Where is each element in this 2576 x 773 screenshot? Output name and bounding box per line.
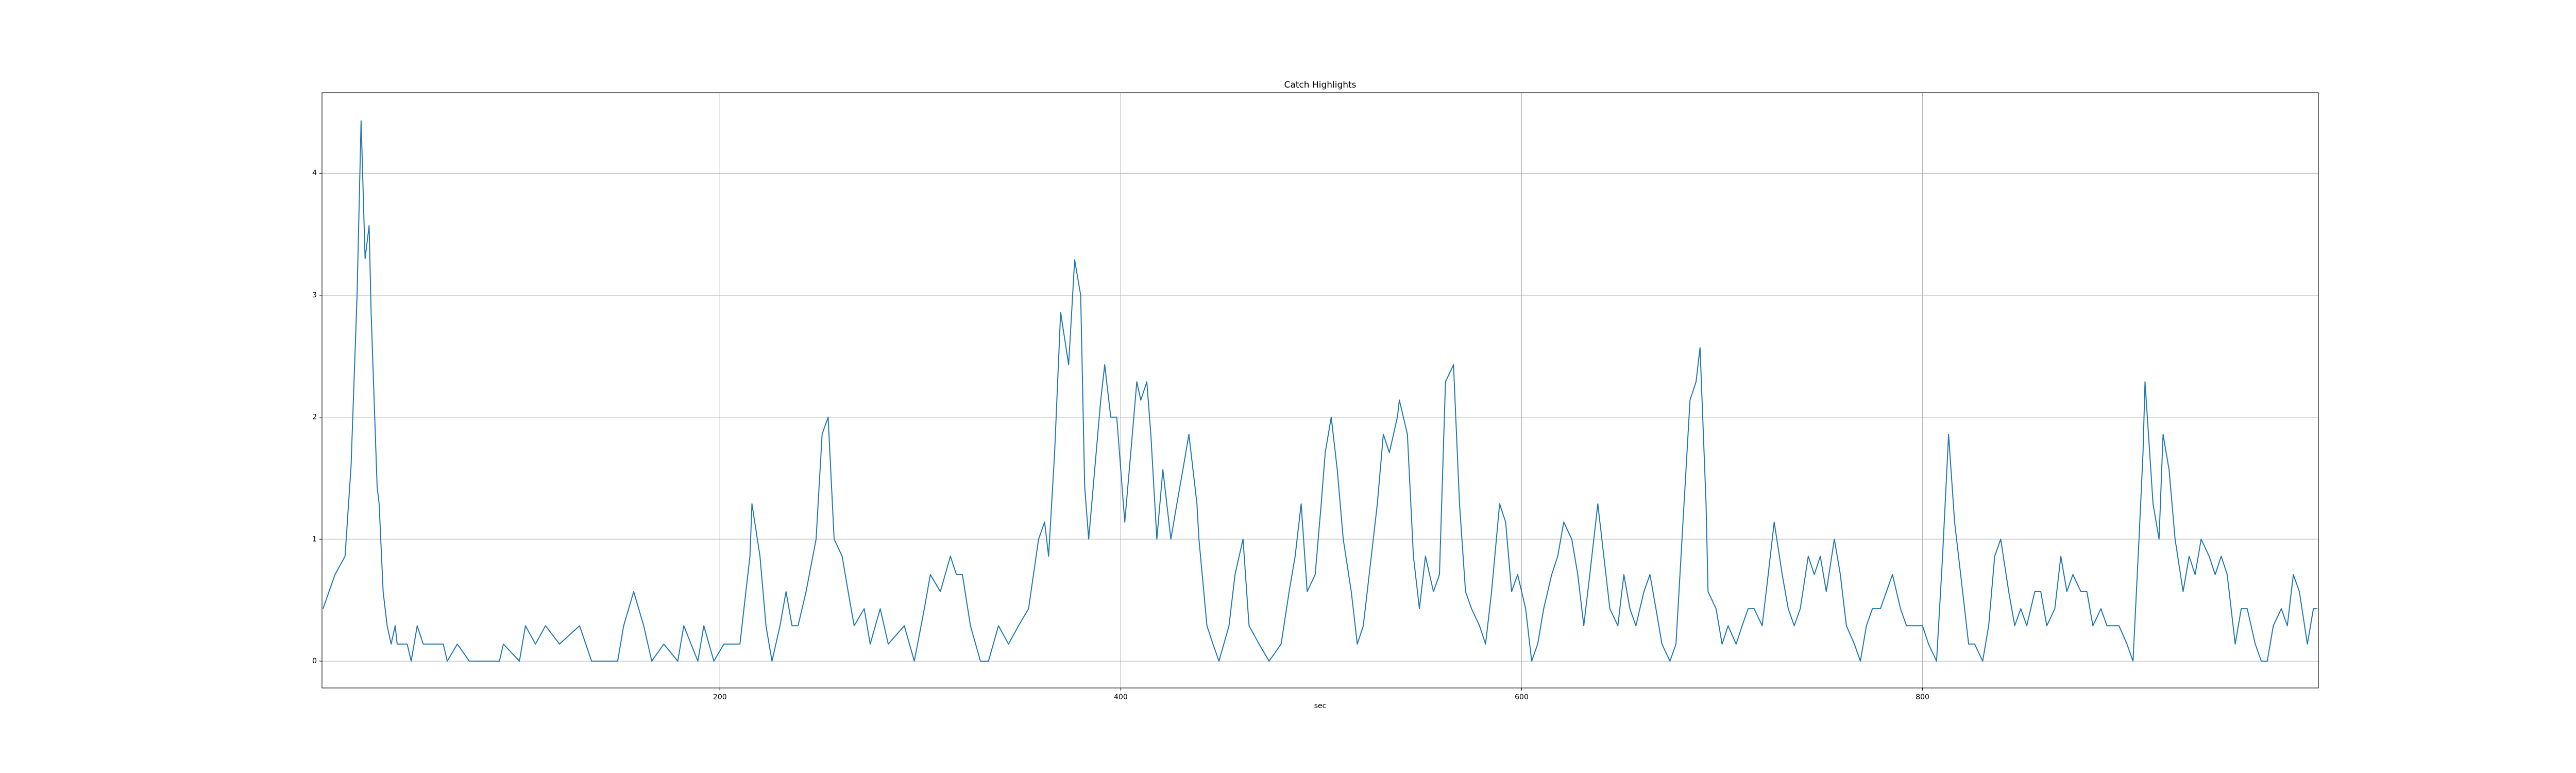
x-axis-label: sec — [1314, 702, 1327, 710]
chart-title: Catch Highlights — [1284, 80, 1356, 90]
y-tick-label: 0 — [312, 657, 317, 665]
plot-frame — [321, 92, 2319, 688]
x-tick-label: 800 — [1916, 693, 1929, 701]
y-tick-label: 2 — [312, 413, 317, 422]
y-tick-label: 1 — [312, 535, 317, 543]
data-line — [323, 120, 2318, 662]
x-tick-label: 600 — [1515, 693, 1529, 701]
x-tick-label: 200 — [713, 693, 727, 701]
y-tick-label: 3 — [312, 291, 317, 299]
y-tick-label: 4 — [312, 169, 317, 177]
x-tick-label: 400 — [1114, 693, 1128, 701]
